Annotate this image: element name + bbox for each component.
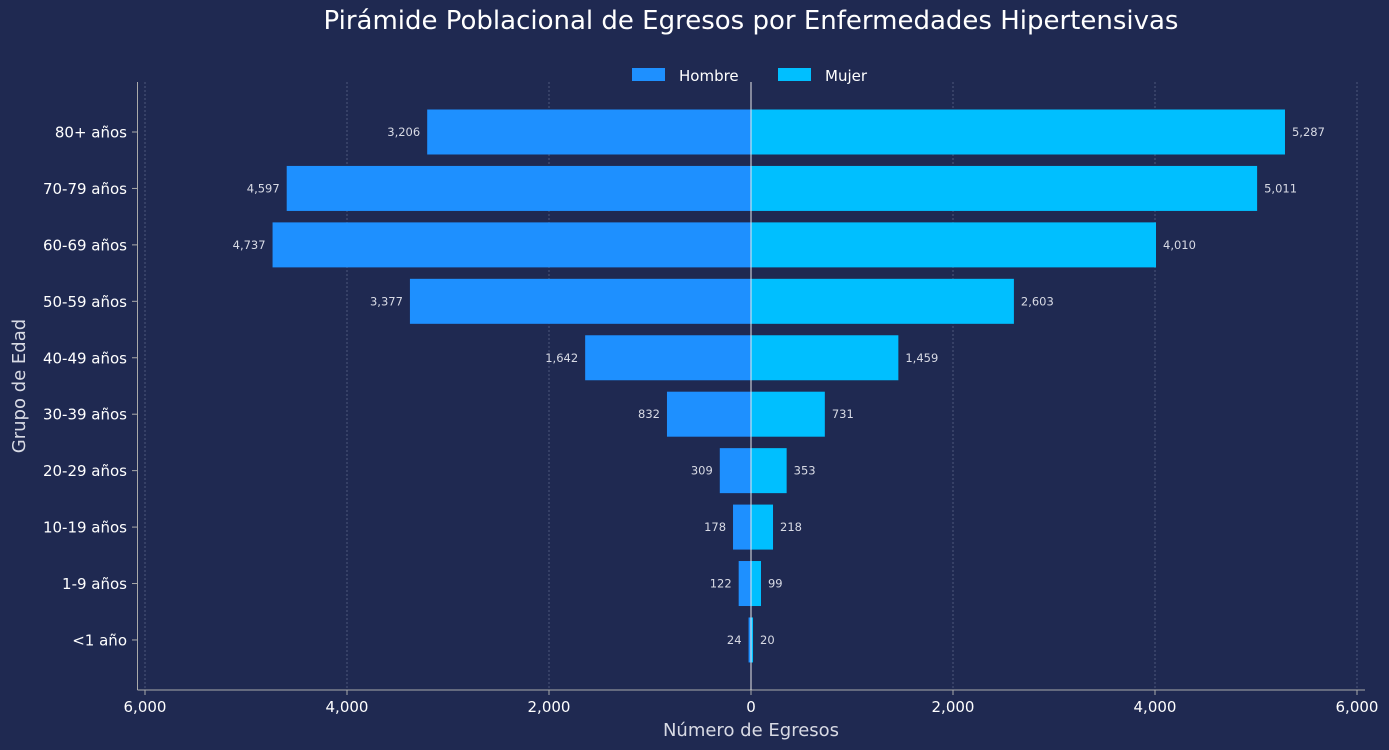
value-label-hombre: 3,206 — [387, 125, 420, 139]
y-tick-label: 1-9 años — [62, 575, 127, 593]
y-tick-label: 50-59 años — [43, 293, 127, 311]
x-axis-title: Número de Egresos — [663, 720, 839, 741]
value-labels: 3,206 5,287 4,597 5,011 4,737 4,010 3,377 2,603… — [233, 125, 1325, 647]
legend-swatch-hombre — [632, 68, 665, 81]
value-label-mujer: 4,010 — [1163, 238, 1196, 252]
value-label-mujer: 5,287 — [1292, 125, 1325, 139]
value-label-mujer: 2,603 — [1021, 294, 1054, 308]
value-label-mujer: 99 — [768, 577, 783, 591]
bar-mujer — [751, 165, 1258, 211]
bar-hombre — [409, 278, 751, 324]
value-label-mujer: 353 — [794, 464, 816, 478]
x-tick-label: 6,000 — [1336, 698, 1379, 716]
bar-mujer — [751, 222, 1157, 268]
y-tick-label: 70-79 años — [43, 180, 127, 198]
legend: Hombre Mujer — [632, 67, 868, 85]
y-tick-label: 20-29 años — [43, 462, 127, 480]
bars — [272, 109, 1285, 663]
value-label-hombre: 3,377 — [370, 294, 403, 308]
value-label-hombre: 1,642 — [545, 351, 578, 365]
value-label-hombre: 4,737 — [233, 238, 266, 252]
bar-hombre — [748, 617, 751, 663]
bar-hombre — [272, 222, 751, 268]
bar-hombre — [427, 109, 751, 155]
y-tick-label: 40-49 años — [43, 349, 127, 367]
chart-title: Pirámide Poblacional de Egresos por Enfe… — [323, 6, 1179, 36]
y-tick-label: 80+ años — [55, 124, 127, 142]
x-tick-label: 6,000 — [124, 698, 167, 716]
bar-mujer — [751, 391, 825, 437]
bar-mujer — [751, 448, 787, 494]
bar-hombre — [585, 335, 751, 381]
legend-label-mujer: Mujer — [825, 67, 868, 85]
value-label-hombre: 178 — [704, 520, 726, 534]
bar-mujer — [751, 617, 754, 663]
bar-hombre — [666, 391, 751, 437]
bar-hombre — [719, 448, 751, 494]
value-label-hombre: 24 — [727, 633, 742, 647]
bar-hombre — [733, 504, 751, 550]
x-tick-label: 0 — [746, 698, 756, 716]
legend-swatch-mujer — [778, 68, 811, 81]
value-label-mujer: 5,011 — [1264, 181, 1297, 195]
y-tick-label: 30-39 años — [43, 406, 127, 424]
value-label-mujer: 20 — [760, 633, 775, 647]
bar-hombre — [738, 561, 751, 607]
value-label-mujer: 731 — [832, 407, 854, 421]
x-tick-label: 4,000 — [1134, 698, 1177, 716]
bar-mujer — [751, 278, 1014, 324]
legend-label-hombre: Hombre — [679, 67, 739, 85]
value-label-hombre: 832 — [638, 407, 660, 421]
value-label-hombre: 122 — [710, 577, 732, 591]
y-tick-label: 60-69 años — [43, 236, 127, 254]
value-label-mujer: 218 — [780, 520, 802, 534]
y-axis-title: Grupo de Edad — [9, 319, 30, 453]
y-tick-label: 10-19 años — [43, 519, 127, 537]
value-label-hombre: 4,597 — [247, 181, 280, 195]
x-tick-label: 4,000 — [326, 698, 369, 716]
bar-mujer — [751, 504, 774, 550]
value-label-mujer: 1,459 — [905, 351, 938, 365]
x-tick-label: 2,000 — [932, 698, 975, 716]
x-tick-label: 2,000 — [528, 698, 571, 716]
bar-mujer — [751, 109, 1285, 155]
bar-mujer — [751, 335, 899, 381]
bar-hombre — [286, 165, 751, 211]
value-label-hombre: 309 — [691, 464, 713, 478]
y-tick-label: <1 año — [72, 631, 127, 649]
bar-mujer — [751, 561, 761, 607]
tick-labels: 6,000 4,000 2,000 0 2,000 4,000 6,000 80+ años 7… — [43, 124, 1379, 717]
